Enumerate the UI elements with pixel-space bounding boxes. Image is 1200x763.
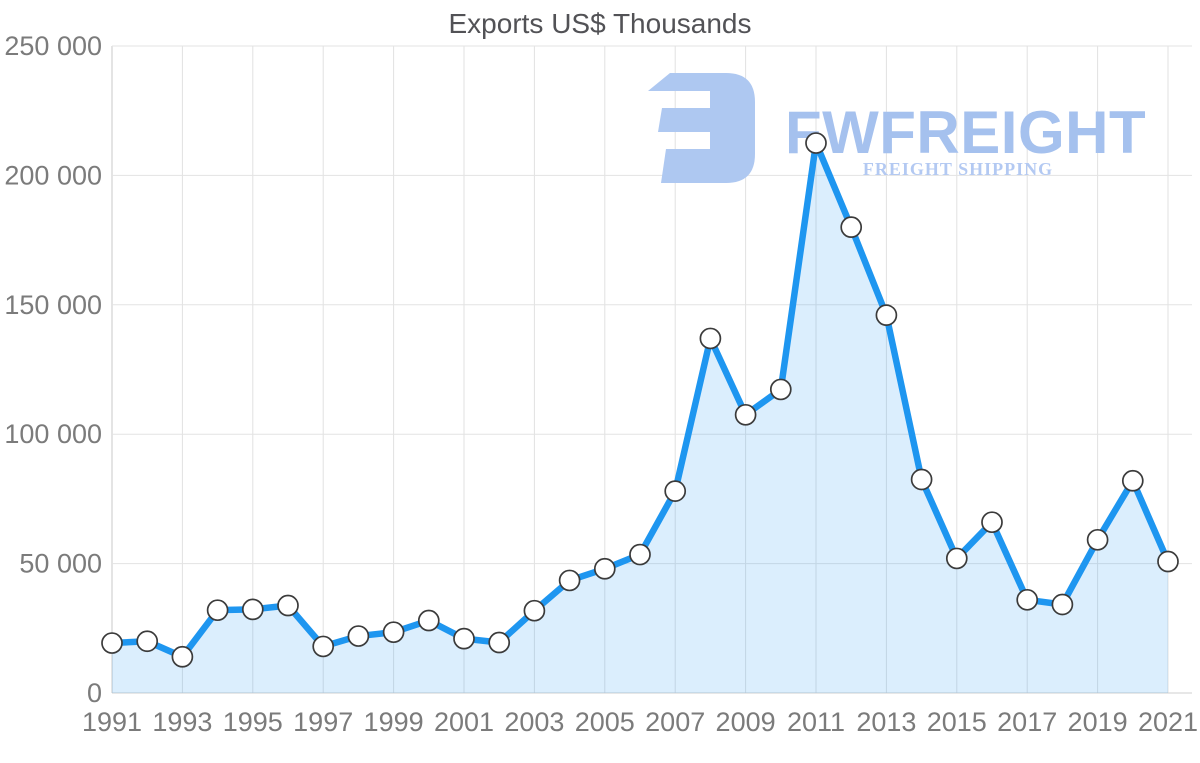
x-tick-label: 2019 — [1068, 707, 1128, 737]
logo-bottom-arm — [661, 149, 710, 183]
data-point-1993[interactable] — [171, 645, 194, 668]
data-point-2021[interactable] — [1157, 550, 1179, 573]
y-tick-label: 150 000 — [4, 290, 102, 320]
data-point-2000[interactable] — [417, 609, 440, 632]
data-point-2015[interactable] — [945, 547, 968, 570]
watermark-wordmark: FWFREIGHT — [785, 99, 1146, 166]
data-point-2005[interactable] — [593, 557, 616, 580]
x-tick-label: 2007 — [645, 707, 705, 737]
data-point-1992[interactable] — [136, 630, 159, 653]
y-tick-label: 200 000 — [4, 160, 102, 190]
x-tick-label: 1999 — [364, 707, 424, 737]
data-point-1996[interactable] — [277, 594, 299, 617]
y-tick-label: 0 — [87, 678, 102, 708]
x-tick-label: 2017 — [997, 707, 1057, 737]
y-tick-label: 100 000 — [4, 419, 102, 449]
data-point-2014[interactable] — [910, 468, 933, 491]
data-point-2020[interactable] — [1121, 469, 1144, 492]
x-tick-label: 1993 — [152, 707, 212, 737]
x-tick-label: 2015 — [927, 707, 987, 737]
x-tick-label: 1991 — [82, 707, 142, 737]
data-point-2018[interactable] — [1051, 593, 1074, 616]
data-point-2001[interactable] — [453, 627, 475, 650]
logo-middle-arm — [658, 108, 710, 132]
data-point-2002[interactable] — [488, 631, 511, 654]
data-point-1994[interactable] — [206, 599, 229, 622]
data-point-2013[interactable] — [875, 304, 898, 327]
data-point-2016[interactable] — [981, 511, 1003, 534]
x-tick-label: 1995 — [223, 707, 283, 737]
x-tick-label: 2001 — [434, 707, 494, 737]
data-point-1998[interactable] — [347, 625, 370, 647]
data-point-2006[interactable] — [629, 543, 651, 566]
data-point-2004[interactable] — [558, 569, 581, 592]
logo-top-arm — [648, 73, 710, 91]
y-tick-label: 250 000 — [4, 31, 102, 61]
data-point-markers — [101, 132, 1179, 668]
data-point-2012[interactable] — [840, 216, 863, 239]
data-point-1997[interactable] — [312, 635, 335, 658]
data-point-1995[interactable] — [241, 598, 264, 621]
x-tick-label: 2021 — [1138, 707, 1198, 737]
data-point-2009[interactable] — [734, 403, 757, 426]
watermark-tagline: FREIGHT SHIPPING — [863, 159, 1053, 179]
data-point-2017[interactable] — [1016, 588, 1039, 611]
x-tick-label: 2011 — [787, 707, 845, 737]
x-tick-label: 2003 — [504, 707, 564, 737]
x-tick-label: 2009 — [716, 707, 776, 737]
data-point-1999[interactable] — [382, 621, 405, 644]
data-point-2003[interactable] — [523, 599, 546, 622]
data-point-1991[interactable] — [101, 632, 123, 654]
y-tick-label: 50 000 — [19, 549, 102, 579]
data-point-2010[interactable] — [769, 378, 792, 401]
x-tick-label: 1997 — [293, 707, 353, 737]
x-tick-label: 2013 — [856, 707, 916, 737]
fwfreight-logo-icon — [648, 73, 755, 183]
data-point-2008[interactable] — [699, 327, 722, 350]
data-point-2011[interactable] — [805, 132, 827, 154]
data-point-2007[interactable] — [664, 480, 687, 502]
logo-right-bar — [710, 73, 755, 183]
x-tick-label: 2005 — [575, 707, 635, 737]
x-axis-labels: 1991 1993 1995 1997 1999 2001 2003 2005 2007 2009… — [82, 707, 1198, 737]
series-area — [112, 143, 1168, 694]
chart-title: Exports US$ Thousands — [449, 8, 752, 39]
fwfreight-watermark: FWFREIGHT FREIGHT SHIPPING — [648, 73, 1146, 183]
y-axis-labels: 0 50 000 100 000 150 000 200 000 250 000 — [4, 31, 102, 708]
data-point-2019[interactable] — [1086, 528, 1109, 551]
